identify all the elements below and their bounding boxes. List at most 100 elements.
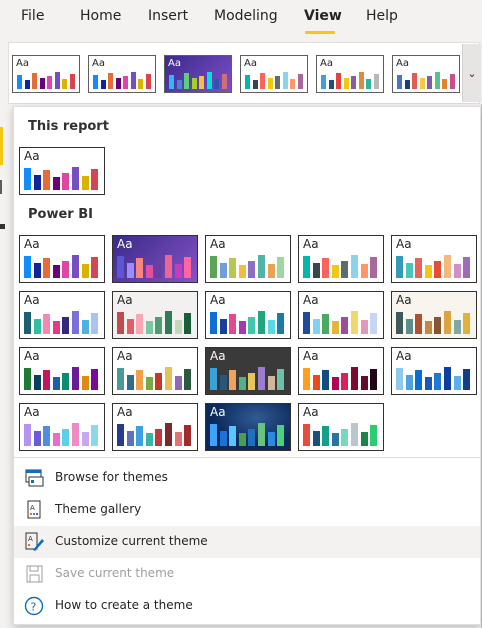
theme-thumbnail[interactable]: Aa xyxy=(19,347,105,395)
theme-color-swatch xyxy=(17,75,22,89)
theme-thumbnail[interactable]: Aa xyxy=(298,403,384,451)
theme-color-swatch xyxy=(434,317,442,334)
theme-thumbnail[interactable]: Aa xyxy=(392,55,460,93)
menu-item-how-to-create-a-theme[interactable]: ? How to create a theme xyxy=(14,590,480,622)
theme-thumbnail[interactable]: Aa xyxy=(19,403,105,451)
gallery-expand-button[interactable]: ⌄ xyxy=(462,44,481,102)
theme-color-swatch xyxy=(412,73,417,89)
theme-color-swatch xyxy=(155,373,163,390)
theme-color-swatch xyxy=(72,167,79,190)
theme-sample-text: Aa xyxy=(210,349,226,363)
tab-insert[interactable]: Insert xyxy=(148,8,189,24)
menu-item-label: Theme gallery xyxy=(55,502,142,516)
theme-color-swatch xyxy=(81,320,89,334)
theme-color-swatch xyxy=(397,75,402,89)
theme-color-swatch xyxy=(245,75,250,89)
theme-color-swatch xyxy=(238,377,246,390)
theme-color-swatch xyxy=(123,76,128,89)
theme-sample-text: Aa xyxy=(24,405,40,419)
theme-thumbnail[interactable]: Aa xyxy=(205,347,291,395)
theme-color-swatch xyxy=(370,425,378,446)
theme-color-swatch xyxy=(72,423,79,446)
theme-thumbnail[interactable]: Aa xyxy=(391,347,477,395)
theme-thumbnail[interactable]: Aa xyxy=(240,55,308,93)
theme-color-swatch xyxy=(81,432,89,446)
theme-thumbnail[interactable]: Aa xyxy=(19,235,105,283)
theme-sample-text: Aa xyxy=(320,58,333,69)
menu-item-save-current-theme: Save current theme xyxy=(14,558,480,590)
theme-color-swatch xyxy=(165,255,172,278)
menu-item-browse-for-themes[interactable]: Browse for themes xyxy=(14,462,480,494)
theme-color-swatch xyxy=(415,314,423,334)
theme-thumbnail[interactable]: Aa xyxy=(19,147,105,195)
theme-color-swatch xyxy=(303,368,310,390)
theme-color-swatch xyxy=(52,265,60,278)
theme-color-swatch xyxy=(155,429,163,446)
tab-help[interactable]: Help xyxy=(366,8,398,24)
theme-thumbnail[interactable]: Aa xyxy=(391,291,477,339)
theme-thumbnail[interactable]: Aa xyxy=(112,403,198,451)
theme-sample-text: Aa xyxy=(396,293,412,307)
theme-thumbnail[interactable]: Aa xyxy=(88,55,156,93)
this-report-heading: This report xyxy=(28,119,109,134)
theme-thumbnail[interactable]: Aa xyxy=(205,291,291,339)
theme-thumbnail[interactable]: Aa xyxy=(112,347,198,395)
theme-thumbnail[interactable]: Aa xyxy=(205,235,291,283)
theme-color-swatch xyxy=(117,312,124,334)
menu-item-customize-current-theme[interactable]: A Customize current theme xyxy=(14,526,480,558)
theme-color-swatch xyxy=(93,75,98,89)
theme-color-swatch xyxy=(282,72,288,89)
theme-color-swatch xyxy=(405,375,413,390)
theme-color-swatch xyxy=(238,265,246,278)
theme-color-swatch xyxy=(248,317,256,334)
theme-sample-text: Aa xyxy=(92,58,105,69)
theme-color-swatch xyxy=(33,175,41,190)
theme-color-swatch xyxy=(136,370,144,390)
theme-color-swatch xyxy=(351,423,358,446)
theme-color-swatch xyxy=(321,75,326,89)
theme-color-swatch xyxy=(331,321,339,334)
theme-color-swatch xyxy=(108,73,113,89)
tab-file[interactable]: File xyxy=(21,8,45,24)
theme-color-swatch xyxy=(43,170,51,190)
theme-color-swatch xyxy=(43,314,51,334)
theme-color-swatch xyxy=(351,311,358,334)
theme-color-swatch xyxy=(303,312,310,334)
theme-color-swatch xyxy=(290,79,295,89)
theme-thumbnail[interactable]: Aa xyxy=(164,55,232,93)
menu-item-theme-gallery[interactable]: A Theme gallery xyxy=(14,494,480,526)
theme-thumbnail[interactable]: Aa xyxy=(112,291,198,339)
menu-item-label: Browse for themes xyxy=(55,470,168,484)
tab-home[interactable]: Home xyxy=(80,8,122,24)
theme-thumbnail[interactable]: Aa xyxy=(205,403,291,451)
theme-color-swatch xyxy=(424,265,432,278)
theme-color-swatch xyxy=(360,264,368,278)
theme-thumbnail[interactable]: Aa xyxy=(316,55,384,93)
tab-modeling[interactable]: Modeling xyxy=(214,8,278,24)
theme-color-swatch xyxy=(174,320,182,334)
theme-color-swatch xyxy=(54,72,60,89)
theme-thumbnail[interactable]: Aa xyxy=(298,235,384,283)
theme-color-swatch xyxy=(341,317,349,334)
theme-color-swatch xyxy=(396,256,403,278)
theme-thumbnail[interactable]: Aa xyxy=(12,55,80,93)
theme-color-swatch xyxy=(322,426,330,446)
theme-sample-text: Aa xyxy=(117,293,133,307)
theme-color-swatch xyxy=(258,255,265,278)
theme-color-swatch xyxy=(210,368,217,390)
theme-thumbnail[interactable]: Aa xyxy=(391,235,477,283)
theme-color-swatch xyxy=(24,80,30,89)
theme-color-swatch xyxy=(229,426,237,446)
tab-view[interactable]: View xyxy=(304,8,342,24)
theme-color-swatch xyxy=(370,313,378,334)
theme-color-swatch xyxy=(72,367,79,390)
theme-color-swatch xyxy=(47,76,52,89)
theme-thumbnail[interactable]: Aa xyxy=(298,291,384,339)
theme-color-swatch xyxy=(351,255,358,278)
theme-color-swatch xyxy=(91,369,99,390)
theme-thumbnail[interactable]: Aa xyxy=(298,347,384,395)
theme-sample-text: Aa xyxy=(303,349,319,363)
theme-sample-text: Aa xyxy=(16,58,29,69)
theme-thumbnail[interactable]: Aa xyxy=(19,291,105,339)
theme-thumbnail[interactable]: Aa xyxy=(112,235,198,283)
